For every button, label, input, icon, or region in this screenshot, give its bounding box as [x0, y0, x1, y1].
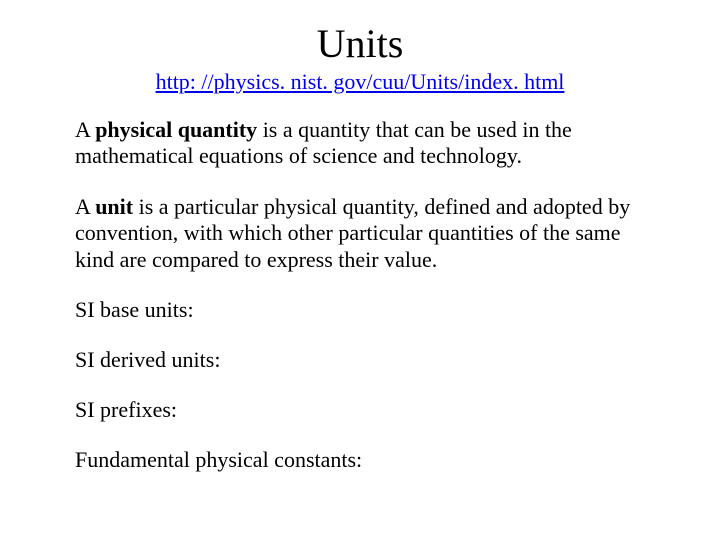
definition-physical-quantity: A physical quantity is a quantity that c… [75, 117, 645, 170]
para1-pre: A [75, 117, 95, 142]
reference-url-link[interactable]: http: //physics. nist. gov/cuu/Units/ind… [156, 69, 565, 94]
slide-title: Units [75, 20, 645, 67]
definition-unit: A unit is a particular physical quantity… [75, 194, 645, 273]
si-base-units-label: SI base units: [75, 297, 645, 323]
slide-container: Units http: //physics. nist. gov/cuu/Uni… [0, 0, 720, 540]
para2-term: unit [95, 194, 133, 219]
si-derived-units-label: SI derived units: [75, 347, 645, 373]
si-prefixes-label: SI prefixes: [75, 397, 645, 423]
para2-post: is a particular physical quantity, defin… [75, 194, 630, 272]
para2-pre: A [75, 194, 95, 219]
para1-term: physical quantity [95, 117, 257, 142]
fundamental-constants-label: Fundamental physical constants: [75, 447, 645, 473]
url-container: http: //physics. nist. gov/cuu/Units/ind… [75, 69, 645, 95]
